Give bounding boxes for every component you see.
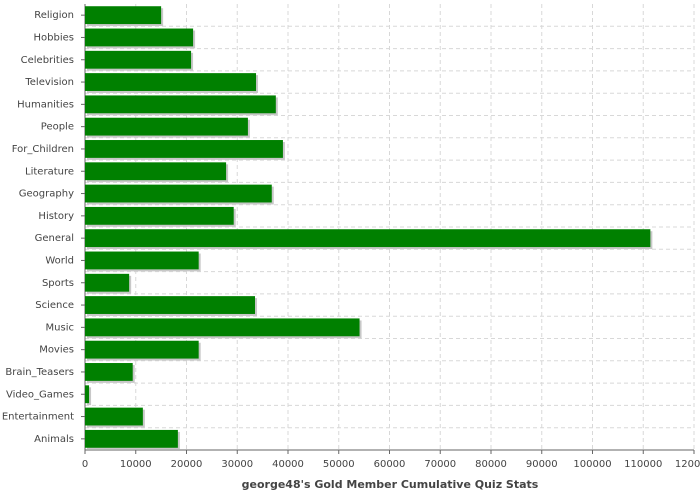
x-tick-label: 70000: [424, 459, 456, 470]
y-tick-label: Movies: [39, 345, 74, 356]
x-tick-label: 40000: [272, 459, 304, 470]
y-tick-label: Video_Games: [6, 389, 74, 400]
y-tick-label: Religion: [34, 10, 74, 21]
bar: [85, 184, 272, 203]
y-tick-label: Humanities: [17, 99, 74, 110]
y-tick-label: Celebrities: [21, 55, 74, 66]
x-tick-label: 90000: [526, 459, 558, 470]
x-tick-label: 60000: [374, 459, 406, 470]
bar: [85, 407, 143, 426]
y-tick-label: Brain_Teasers: [5, 367, 74, 378]
bar: [85, 318, 360, 337]
y-tick-label: People: [41, 122, 74, 133]
bar: [85, 117, 248, 136]
x-tick-label: 120000: [675, 459, 700, 470]
y-tick-label: History: [38, 211, 74, 222]
x-tick-label: 100000: [573, 459, 611, 470]
y-tick-label: Science: [35, 300, 74, 311]
y-tick-label: Television: [24, 77, 74, 88]
x-tick-label: 20000: [171, 459, 203, 470]
y-tick-label: Music: [46, 322, 74, 333]
y-tick-label: For_Children: [12, 144, 74, 155]
bar: [85, 296, 256, 314]
x-axis-label: george48's Gold Member Cumulative Quiz S…: [242, 478, 539, 491]
bar: [85, 6, 162, 25]
bar: [85, 95, 276, 114]
x-tick-label: 50000: [323, 459, 355, 470]
y-tick-label: Literature: [25, 166, 74, 177]
x-tick-label: 110000: [624, 459, 662, 470]
bar: [85, 251, 199, 270]
bar: [85, 206, 234, 225]
y-tick-label: Hobbies: [34, 32, 74, 43]
y-tick-label: World: [45, 255, 74, 266]
bar: [85, 50, 192, 69]
bar: [85, 229, 651, 248]
y-tick-label: General: [35, 233, 74, 244]
x-tick-label: 0: [82, 459, 88, 470]
bar: [85, 140, 283, 158]
bar: [85, 385, 90, 404]
y-tick-label: Animals: [34, 434, 74, 445]
x-tick-label: 10000: [120, 459, 152, 470]
bar: [85, 73, 257, 91]
y-tick-label: Geography: [19, 189, 74, 200]
bar: [85, 28, 194, 47]
y-tick-label: Sports: [42, 278, 74, 289]
y-tick-label: Entertainment: [2, 412, 74, 423]
bar: [85, 340, 199, 359]
x-tick-label: 80000: [475, 459, 507, 470]
bar: [85, 162, 227, 181]
bar: [85, 363, 133, 381]
bar: [85, 273, 130, 292]
bar: [85, 429, 178, 448]
x-tick-label: 30000: [221, 459, 253, 470]
